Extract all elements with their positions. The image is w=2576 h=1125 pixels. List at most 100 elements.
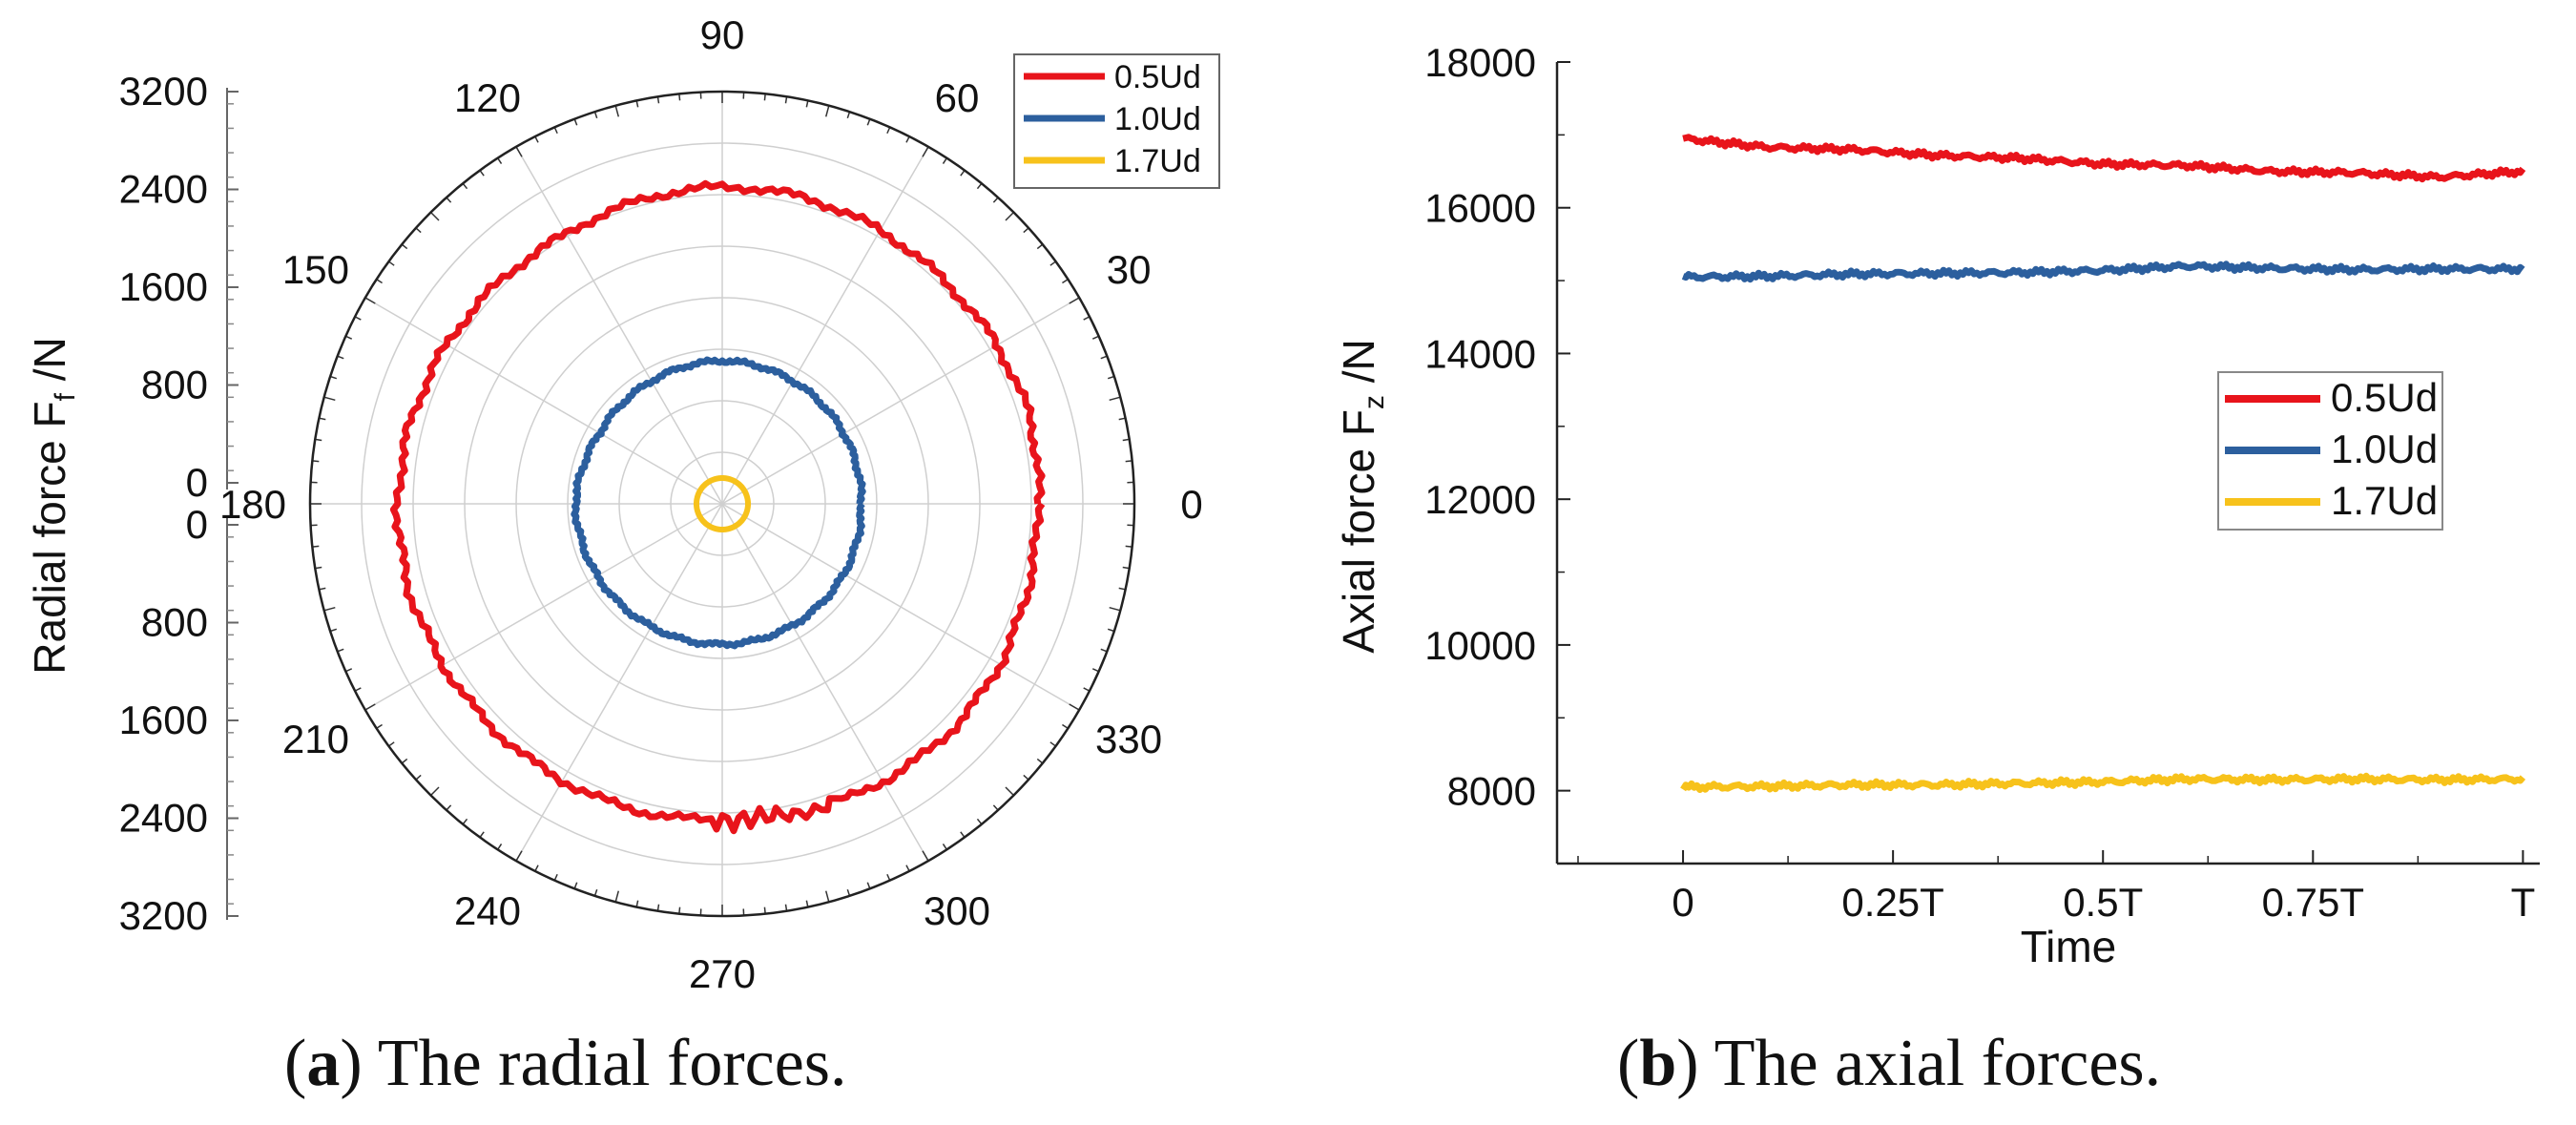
polar-radial-axis: 0 800 1600 2400 3200 0 800 1600 2400 3200 — [119, 69, 239, 938]
polar-outer-tick — [388, 741, 395, 747]
caption-a-text: ) The radial forces. — [340, 1027, 847, 1100]
line-y-tick-label-14000: 14000 — [1424, 331, 1536, 376]
line-legend-label-0.5Ud: 0.5Ud — [2331, 375, 2438, 420]
polar-outer-tick — [497, 157, 503, 164]
line-y-tick-label-8000: 8000 — [1447, 769, 1536, 814]
line-axes: 8000 10000 12000 14000 16000 18000 0 0.25T 0.5T 0… — [1424, 40, 2540, 925]
polar-y-axis-label: Radial force Ff /N — [25, 337, 81, 674]
polar-legend-label-1.0Ud: 1.0Ud — [1114, 101, 1201, 137]
polar-radial-tick-label-lower-800: 800 — [141, 600, 208, 645]
polar-outer-tick — [364, 703, 376, 711]
polar-outer-tick — [515, 850, 523, 862]
polar-outer-tick — [376, 723, 383, 729]
polar-grid — [308, 90, 1136, 918]
line-legend: 0.5Ud 1.0Ud 1.7Ud — [2217, 371, 2443, 531]
line-y-axis-label-sub: z — [1359, 395, 1390, 409]
polar-radial-tick-label-lower-3200: 3200 — [119, 893, 208, 938]
polar-outer-tick — [429, 786, 440, 797]
polar-radial-tick-label-upper-1600: 1600 — [119, 264, 208, 309]
line-x-tick-label-0: 0 — [1672, 880, 1693, 925]
polar-outer-tick — [1062, 723, 1069, 729]
polar-outer-tick — [824, 105, 830, 117]
polar-outer-tick — [364, 297, 376, 304]
polar-radial-tick-label-lower-1600: 1600 — [119, 698, 208, 742]
polar-grid-spoke — [364, 503, 723, 711]
polar-outer-tick — [479, 170, 485, 177]
caption-b: (b) The axial forces. — [1617, 1027, 2162, 1100]
line-y-axis-label: Axial force Fz /N — [1334, 339, 1390, 653]
polar-outer-tick — [515, 146, 523, 157]
polar-series-1.0Ud-line — [571, 356, 866, 650]
polar-radial-tick-label-lower-0: 0 — [186, 502, 208, 547]
polar-angle-label-60: 60 — [935, 75, 980, 120]
polar-outer-tick — [960, 831, 966, 838]
polar-outer-tick — [922, 146, 929, 157]
polar-outer-tick — [376, 279, 383, 284]
line-x-tick-label-0.75T: 0.75T — [2262, 880, 2364, 925]
polar-angle-label-150: 150 — [282, 247, 349, 292]
polar-angle-label-90: 90 — [700, 12, 745, 57]
polar-outer-tick — [614, 890, 620, 903]
polar-grid-spoke — [364, 297, 723, 505]
caption-a-letter: a — [306, 1027, 341, 1100]
polar-outer-tick — [1069, 297, 1080, 304]
polar-grid-spoke — [721, 146, 929, 505]
polar-series — [389, 179, 1046, 835]
polar-grid-spoke — [515, 146, 723, 505]
line-x-tick-label-0.5T: 0.5T — [2063, 880, 2143, 925]
line-y-axis-label-unit: /N — [1334, 339, 1383, 395]
polar-angle-label-270: 270 — [689, 951, 756, 996]
polar-angle-label-240: 240 — [454, 888, 521, 933]
polar-grid-spoke — [515, 503, 723, 862]
polar-y-axis-label-sub: f — [50, 392, 81, 401]
caption-b-text: ) The axial forces. — [1676, 1027, 2162, 1100]
line-y-tick-label-10000: 10000 — [1424, 623, 1536, 668]
line-series — [1680, 134, 2526, 793]
line-legend-label-1.0Ud: 1.0Ud — [2331, 427, 2438, 471]
polar-y-axis-label-main: Radial force F — [25, 401, 74, 674]
line-x-axis-label: Time — [2021, 922, 2117, 971]
polar-angle-labels: 0 30 60 90 120 150 180 210 240 270 300 330 — [219, 12, 1203, 996]
polar-outer-tick — [1109, 396, 1121, 402]
polar-radial-force-chart: 0 30 60 90 120 150 180 210 240 270 300 330 0 800 1600… — [25, 12, 1220, 996]
polar-outer-tick — [1049, 260, 1056, 266]
polar-angle-label-300: 300 — [924, 888, 990, 933]
polar-radial-tick-label-upper-2400: 2400 — [119, 167, 208, 212]
line-y-tick-label-12000: 12000 — [1424, 477, 1536, 522]
line-legend-label-1.7Ud: 1.7Ud — [2331, 478, 2438, 523]
polar-outer-tick — [1049, 741, 1056, 747]
polar-angle-label-0: 0 — [1180, 482, 1202, 527]
line-x-tick-label-0.25T: 0.25T — [1841, 880, 1943, 925]
polar-angle-label-180: 180 — [219, 482, 286, 527]
polar-outer-tick — [1005, 786, 1015, 797]
polar-legend-label-1.7Ud: 1.7Ud — [1114, 143, 1201, 179]
polar-grid-spoke — [721, 297, 1080, 505]
polar-outer-tick — [960, 170, 966, 177]
line-series-0.5Ud-line — [1682, 134, 2526, 183]
polar-radial-tick-label-upper-3200: 3200 — [119, 69, 208, 114]
polar-outer-tick — [323, 396, 336, 402]
polar-outer-tick — [614, 105, 620, 117]
polar-legend-label-0.5Ud: 0.5Ud — [1114, 59, 1201, 95]
polar-outer-tick — [388, 260, 395, 266]
polar-outer-tick — [824, 890, 830, 903]
polar-legend: 0.5Ud 1.0Ud 1.7Ud — [1013, 53, 1220, 189]
polar-outer-tick — [1062, 279, 1069, 284]
line-x-tick-label-T: T — [2511, 880, 2536, 925]
polar-angle-label-30: 30 — [1107, 247, 1152, 292]
line-y-axis-label-main: Axial force F — [1334, 409, 1383, 654]
polar-outer-tick — [1069, 703, 1080, 711]
polar-y-axis-label-unit: /N — [25, 337, 74, 393]
polar-outer-tick — [942, 157, 947, 164]
line-series-1.0Ud-line — [1681, 260, 2525, 283]
caption-b-letter: b — [1639, 1027, 1677, 1100]
line-series-1.7Ud-line — [1680, 772, 2526, 793]
polar-angle-label-210: 210 — [282, 717, 349, 761]
polar-grid-spoke — [721, 503, 929, 862]
polar-outer-tick — [479, 831, 485, 838]
polar-series-1.7Ud-line — [694, 475, 751, 532]
polar-outer-tick — [497, 844, 503, 850]
polar-radial-tick-label-lower-2400: 2400 — [119, 796, 208, 841]
polar-angle-label-330: 330 — [1095, 717, 1162, 761]
